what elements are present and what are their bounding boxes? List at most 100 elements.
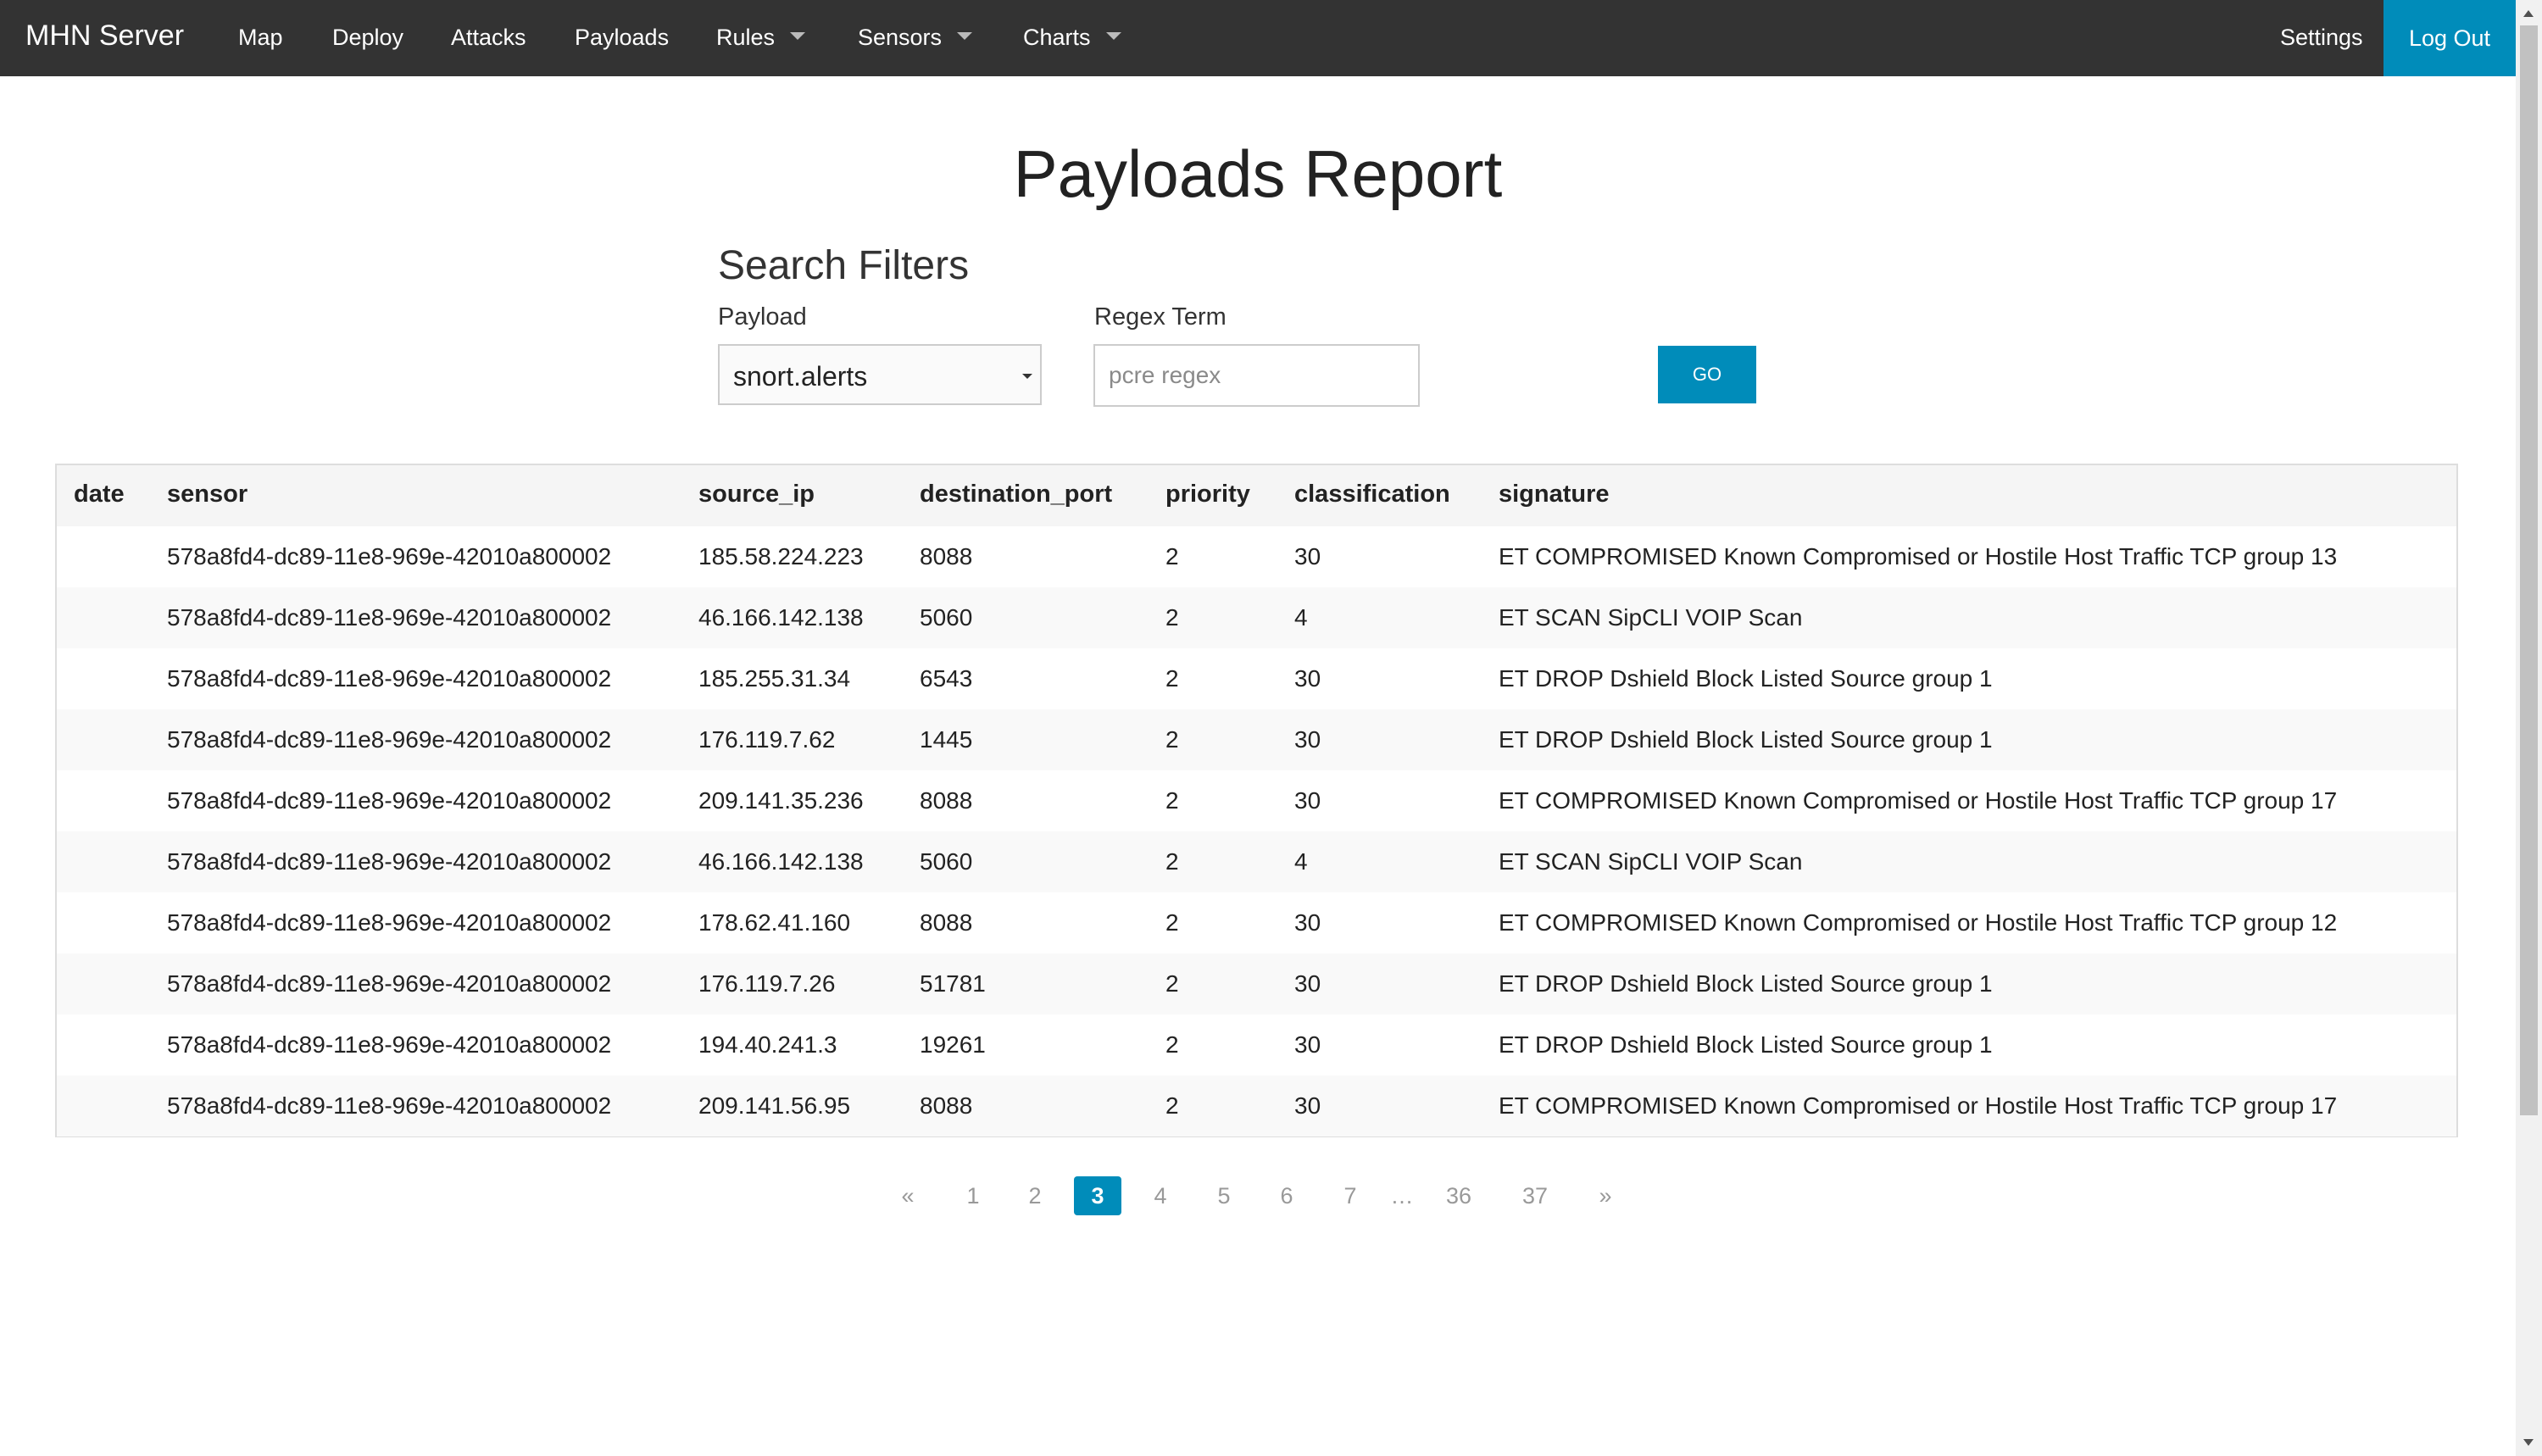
regex-term-input[interactable] — [1093, 344, 1420, 407]
cell-classification: 30 — [1294, 970, 1321, 997]
column-header-priority: priority — [1165, 481, 1250, 508]
caret-down-icon — [1105, 32, 1121, 41]
cell-signature: ET COMPROMISED Known Compromised or Host… — [1499, 787, 2338, 814]
cell-priority: 2 — [1165, 665, 1179, 692]
cell-sensor: 578a8fd4-dc89-11e8-969e-42010a800002 — [167, 604, 612, 631]
cell-source-ip: 209.141.56.95 — [698, 1092, 851, 1119]
nav-charts-dropdown[interactable]: Charts — [1023, 25, 1121, 51]
table-row: 578a8fd4-dc89-11e8-969e-42010a800002 185… — [57, 526, 2456, 587]
column-header-sensor: sensor — [167, 481, 248, 508]
cell-destination-port: 5060 — [920, 848, 973, 875]
pagination-page-7[interactable]: 7 — [1343, 1183, 1357, 1209]
cell-classification: 4 — [1294, 604, 1308, 631]
scrollbar-thumb[interactable] — [2520, 25, 2538, 1115]
cell-signature: ET DROP Dshield Block Listed Source grou… — [1499, 665, 1993, 692]
cell-sensor: 578a8fd4-dc89-11e8-969e-42010a800002 — [167, 1092, 612, 1119]
cell-sensor: 578a8fd4-dc89-11e8-969e-42010a800002 — [167, 1031, 612, 1058]
column-header-date: date — [74, 481, 125, 508]
pagination-page-6[interactable]: 6 — [1280, 1183, 1293, 1209]
cell-signature: ET SCAN SipCLI VOIP Scan — [1499, 604, 1803, 631]
table-row: 578a8fd4-dc89-11e8-969e-42010a800002 194… — [57, 1014, 2456, 1075]
column-header-source-ip: source_ip — [698, 481, 815, 508]
cell-signature: ET COMPROMISED Known Compromised or Host… — [1499, 1092, 2338, 1119]
cell-sensor: 578a8fd4-dc89-11e8-969e-42010a800002 — [167, 909, 612, 936]
cell-classification: 30 — [1294, 1092, 1321, 1119]
cell-source-ip: 178.62.41.160 — [698, 909, 851, 936]
cell-priority: 2 — [1165, 970, 1179, 997]
cell-source-ip: 185.58.224.223 — [698, 543, 864, 570]
table-row: 578a8fd4-dc89-11e8-969e-42010a800002 209… — [57, 770, 2456, 831]
nav-attacks[interactable]: Attacks — [451, 25, 526, 50]
table-row: 578a8fd4-dc89-11e8-969e-42010a800002 176… — [57, 953, 2456, 1014]
cell-sensor: 578a8fd4-dc89-11e8-969e-42010a800002 — [167, 543, 612, 570]
table-row: 578a8fd4-dc89-11e8-969e-42010a800002 46.… — [57, 587, 2456, 648]
column-header-signature: signature — [1499, 481, 1610, 508]
cell-priority: 2 — [1165, 1031, 1179, 1058]
pagination-page-4[interactable]: 4 — [1154, 1183, 1167, 1209]
nav-charts-label: Charts — [1023, 25, 1091, 50]
cell-priority: 2 — [1165, 1092, 1179, 1119]
pagination-page-36[interactable]: 36 — [1445, 1183, 1472, 1209]
pagination-ellipsis: … — [1390, 1183, 1414, 1209]
cell-source-ip: 185.255.31.34 — [698, 665, 851, 692]
payload-label: Payload — [718, 303, 807, 331]
cell-destination-port: 8088 — [920, 787, 973, 814]
table-row: 578a8fd4-dc89-11e8-969e-42010a800002 185… — [57, 648, 2456, 709]
pagination-page-5[interactable]: 5 — [1217, 1183, 1231, 1209]
pagination-page-1[interactable]: 1 — [966, 1183, 980, 1209]
page-title: Payloads Report — [1013, 136, 1503, 211]
brand-link[interactable]: MHN Server — [25, 19, 185, 52]
pagination-page-2[interactable]: 2 — [1028, 1183, 1042, 1209]
column-header-classification: classification — [1294, 481, 1450, 508]
pagination: « 1 2 3 4 5 6 7 … 36 37 » — [0, 1176, 2542, 1215]
cell-destination-port: 19261 — [920, 1031, 986, 1058]
cell-sensor: 578a8fd4-dc89-11e8-969e-42010a800002 — [167, 665, 612, 692]
pagination-next[interactable]: » — [1599, 1183, 1612, 1209]
table-row: 578a8fd4-dc89-11e8-969e-42010a800002 178… — [57, 892, 2456, 953]
pagination-page-current[interactable]: 3 — [1074, 1176, 1121, 1215]
pagination-prev[interactable]: « — [901, 1183, 915, 1209]
cell-source-ip: 194.40.241.3 — [698, 1031, 837, 1058]
cell-signature: ET DROP Dshield Block Listed Source grou… — [1499, 1031, 1993, 1058]
cell-signature: ET DROP Dshield Block Listed Source grou… — [1499, 726, 1993, 753]
scroll-up-arrow-icon[interactable] — [2523, 10, 2534, 17]
cell-destination-port: 1445 — [920, 726, 973, 753]
scroll-down-arrow-icon[interactable] — [2523, 1439, 2534, 1446]
cell-signature: ET SCAN SipCLI VOIP Scan — [1499, 848, 1803, 875]
cell-priority: 2 — [1165, 787, 1179, 814]
cell-signature: ET COMPROMISED Known Compromised or Host… — [1499, 909, 2338, 936]
regex-term-label: Regex Term — [1094, 303, 1227, 331]
cell-destination-port: 51781 — [920, 970, 986, 997]
nav-rules-dropdown[interactable]: Rules — [716, 25, 806, 51]
go-button[interactable]: GO — [1658, 346, 1756, 403]
top-navbar: MHN Server Map Deploy Attacks Payloads R… — [0, 0, 2516, 76]
cell-classification: 30 — [1294, 543, 1321, 570]
column-header-destination-port: destination_port — [920, 481, 1113, 508]
pagination-page-37[interactable]: 37 — [1521, 1183, 1549, 1209]
payload-select[interactable]: snort.alerts — [718, 344, 1042, 405]
cell-classification: 30 — [1294, 1031, 1321, 1058]
cell-source-ip: 46.166.142.138 — [698, 848, 864, 875]
cell-priority: 2 — [1165, 909, 1179, 936]
logout-button[interactable]: Log Out — [2383, 0, 2516, 76]
nav-payloads[interactable]: Payloads — [575, 25, 670, 50]
nav-settings[interactable]: Settings — [2280, 25, 2363, 50]
cell-source-ip: 46.166.142.138 — [698, 604, 864, 631]
cell-priority: 2 — [1165, 848, 1179, 875]
vertical-scrollbar[interactable] — [2516, 0, 2542, 1456]
cell-classification: 30 — [1294, 787, 1321, 814]
cell-destination-port: 6543 — [920, 665, 973, 692]
cell-classification: 30 — [1294, 909, 1321, 936]
cell-sensor: 578a8fd4-dc89-11e8-969e-42010a800002 — [167, 787, 612, 814]
cell-signature: ET DROP Dshield Block Listed Source grou… — [1499, 970, 1993, 997]
caret-down-icon — [790, 32, 806, 41]
nav-map[interactable]: Map — [238, 25, 283, 50]
nav-deploy[interactable]: Deploy — [332, 25, 404, 50]
table-header: date sensor source_ip destination_port p… — [57, 465, 2456, 526]
payloads-table: date sensor source_ip destination_port p… — [55, 464, 2458, 1137]
nav-sensors-dropdown[interactable]: Sensors — [858, 25, 973, 51]
table-row: 578a8fd4-dc89-11e8-969e-42010a800002 46.… — [57, 831, 2456, 892]
nav-rules-label: Rules — [716, 25, 776, 50]
cell-priority: 2 — [1165, 726, 1179, 753]
cell-destination-port: 8088 — [920, 1092, 973, 1119]
